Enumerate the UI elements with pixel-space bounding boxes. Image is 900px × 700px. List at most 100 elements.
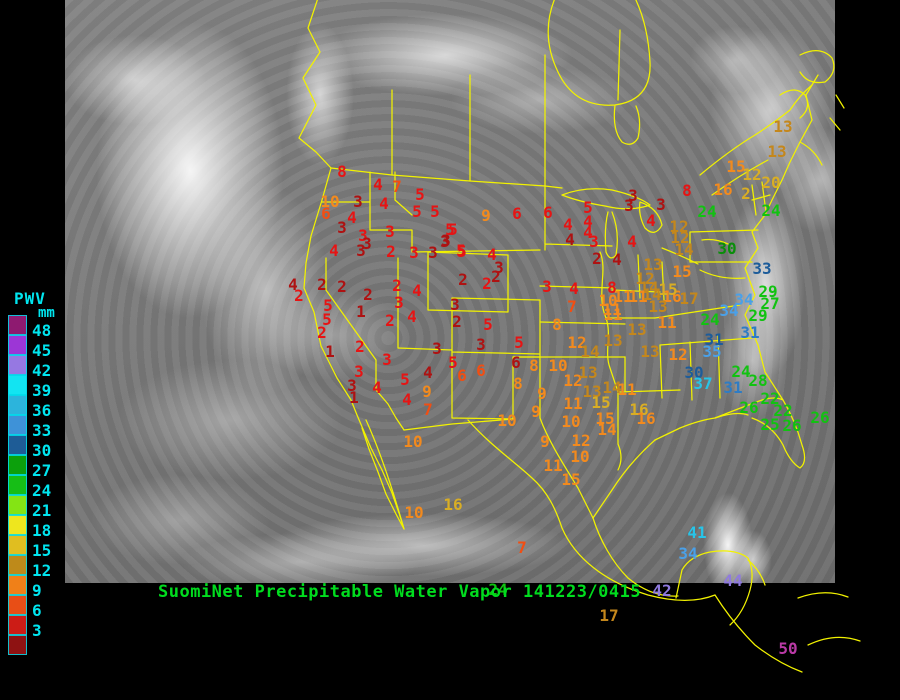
colorbar-swatch [8, 415, 27, 435]
station-pwv-value: 4 [288, 275, 298, 294]
station-pwv-value: 12 [567, 333, 587, 352]
colorbar-swatch [8, 575, 27, 595]
product-title-text: SuomiNet Precipitable Water Vapor [158, 582, 513, 602]
station-pwv-value: 5 [415, 185, 425, 204]
station-pwv-value: 7 [567, 297, 577, 316]
station-pwv-value: 14 [642, 285, 662, 304]
station-pwv-value: 4 [407, 307, 417, 326]
station-pwv-value: 24 [761, 201, 781, 220]
station-pwv-value: 4 [373, 175, 383, 194]
station-pwv-value: 5 [323, 296, 333, 315]
station-pwv-value: 11 [602, 300, 622, 319]
station-pwv-value: 13 [767, 142, 787, 161]
station-pwv-value: 15 [591, 393, 611, 412]
station-pwv-value: 24 [697, 202, 717, 221]
station-pwv-value: 7 [517, 538, 527, 557]
station-pwv-value: 2 [452, 312, 462, 331]
station-pwv-value: 1 [325, 342, 335, 361]
station-pwv-value: 6 [457, 366, 467, 385]
station-pwv-value: 15 [561, 470, 581, 489]
station-pwv-value: 3 [337, 218, 347, 237]
station-pwv-value: 8 [607, 278, 617, 297]
station-pwv-value: 4 [487, 245, 497, 264]
station-pwv-value: 9 [422, 382, 432, 401]
station-pwv-value: 34 [719, 301, 739, 320]
station-pwv-value: 4 [412, 281, 422, 300]
station-pwv-value: 2 [385, 311, 395, 330]
station-pwv-value: 5 [430, 202, 440, 221]
station-pwv-value: 11 [628, 287, 648, 306]
station-pwv-value: 2 [741, 184, 751, 203]
station-pwv-value: 28 [748, 371, 768, 390]
station-pwv-value: 4 [402, 390, 412, 409]
station-pwv-value: 9 [531, 402, 541, 421]
colorbar-tick-label: 9 [32, 581, 42, 600]
station-pwv-value: 3 [358, 226, 368, 245]
station-pwv-value: 13 [773, 117, 793, 136]
station-pwv-value: 6 [476, 361, 486, 380]
station-pwv-value: 10 [548, 356, 568, 375]
station-pwv-value: 10 [561, 412, 581, 431]
colorbar-swatch [8, 595, 27, 615]
station-pwv-value: 15 [726, 157, 746, 176]
station-pwv-value: 2 [363, 285, 373, 304]
colorbar-tick-label: 42 [32, 361, 52, 380]
station-pwv-value: 11 [617, 380, 637, 399]
station-pwv-value: 13 [643, 255, 663, 274]
station-pwv-value: 3 [382, 350, 392, 369]
station-pwv-value: 5 [322, 310, 332, 329]
product-title: SuomiNet Precipitable Water Vapor 141223… [158, 582, 641, 602]
station-pwv-value: 8 [682, 181, 692, 200]
colorbar-tick-label: 45 [32, 341, 52, 360]
station-pwv-value: 10 [598, 291, 618, 310]
station-pwv-value: 15 [658, 280, 678, 299]
station-pwv-value: 9 [540, 432, 550, 451]
station-pwv-value: 2 [392, 276, 402, 295]
station-pwv-value: 4 [372, 378, 382, 397]
station-pwv-value: 11 [603, 305, 623, 324]
colorbar-swatch [8, 315, 27, 335]
station-pwv-value: 3 [628, 186, 638, 205]
station-pwv-value: 13 [578, 363, 598, 382]
colorbar-units: mm [38, 305, 55, 321]
station-pwv-value: 3 [385, 222, 395, 241]
station-pwv-value: 3 [354, 362, 364, 381]
station-pwv-value: 11 [657, 313, 677, 332]
station-pwv-value: 3 [542, 277, 552, 296]
station-pwv-value: 6 [543, 203, 553, 222]
station-pwv-value: 2 [491, 267, 501, 286]
station-pwv-value: 26 [810, 408, 830, 427]
colorbar-tick-label: 21 [32, 501, 52, 520]
station-pwv-value: 2 [482, 274, 492, 293]
station-pwv-value: 5 [445, 220, 455, 239]
station-pwv-value: 37 [693, 374, 713, 393]
station-pwv-value: 16 [662, 287, 682, 306]
colorbar-swatch [8, 555, 27, 575]
colorbar-tick-label: 39 [32, 381, 52, 400]
station-pwv-value: 4 [423, 363, 433, 382]
station-pwv-value: 34 [678, 544, 698, 563]
station-pwv-value: 22 [760, 389, 780, 408]
colorbar-swatch [8, 635, 27, 655]
station-pwv-value: 1 [356, 302, 366, 321]
colorbar-swatch [8, 475, 27, 495]
colorbar-tick-label: 6 [32, 601, 42, 620]
colorbar-swatch [8, 615, 27, 635]
station-pwv-value: 14 [580, 342, 600, 361]
station-pwv-value: 10 [403, 432, 423, 451]
station-pwv-value: 3 [440, 232, 450, 251]
satellite-infrared-image [65, 0, 835, 583]
colorbar-tick-label: 3 [32, 621, 42, 640]
station-pwv-value: 3 [441, 231, 451, 250]
station-pwv-value: 15 [595, 409, 615, 428]
station-pwv-value: 24 [700, 310, 720, 329]
station-pwv-value: 8 [552, 315, 562, 334]
station-pwv-value: 13 [627, 320, 647, 339]
station-pwv-value: 11 [563, 394, 583, 413]
station-pwv-value: 34 [734, 290, 754, 309]
colorbar-swatch [8, 335, 27, 355]
station-pwv-value: 8 [529, 356, 539, 375]
colorbar-swatch [8, 455, 27, 475]
station-pwv-value: 13 [648, 297, 668, 316]
